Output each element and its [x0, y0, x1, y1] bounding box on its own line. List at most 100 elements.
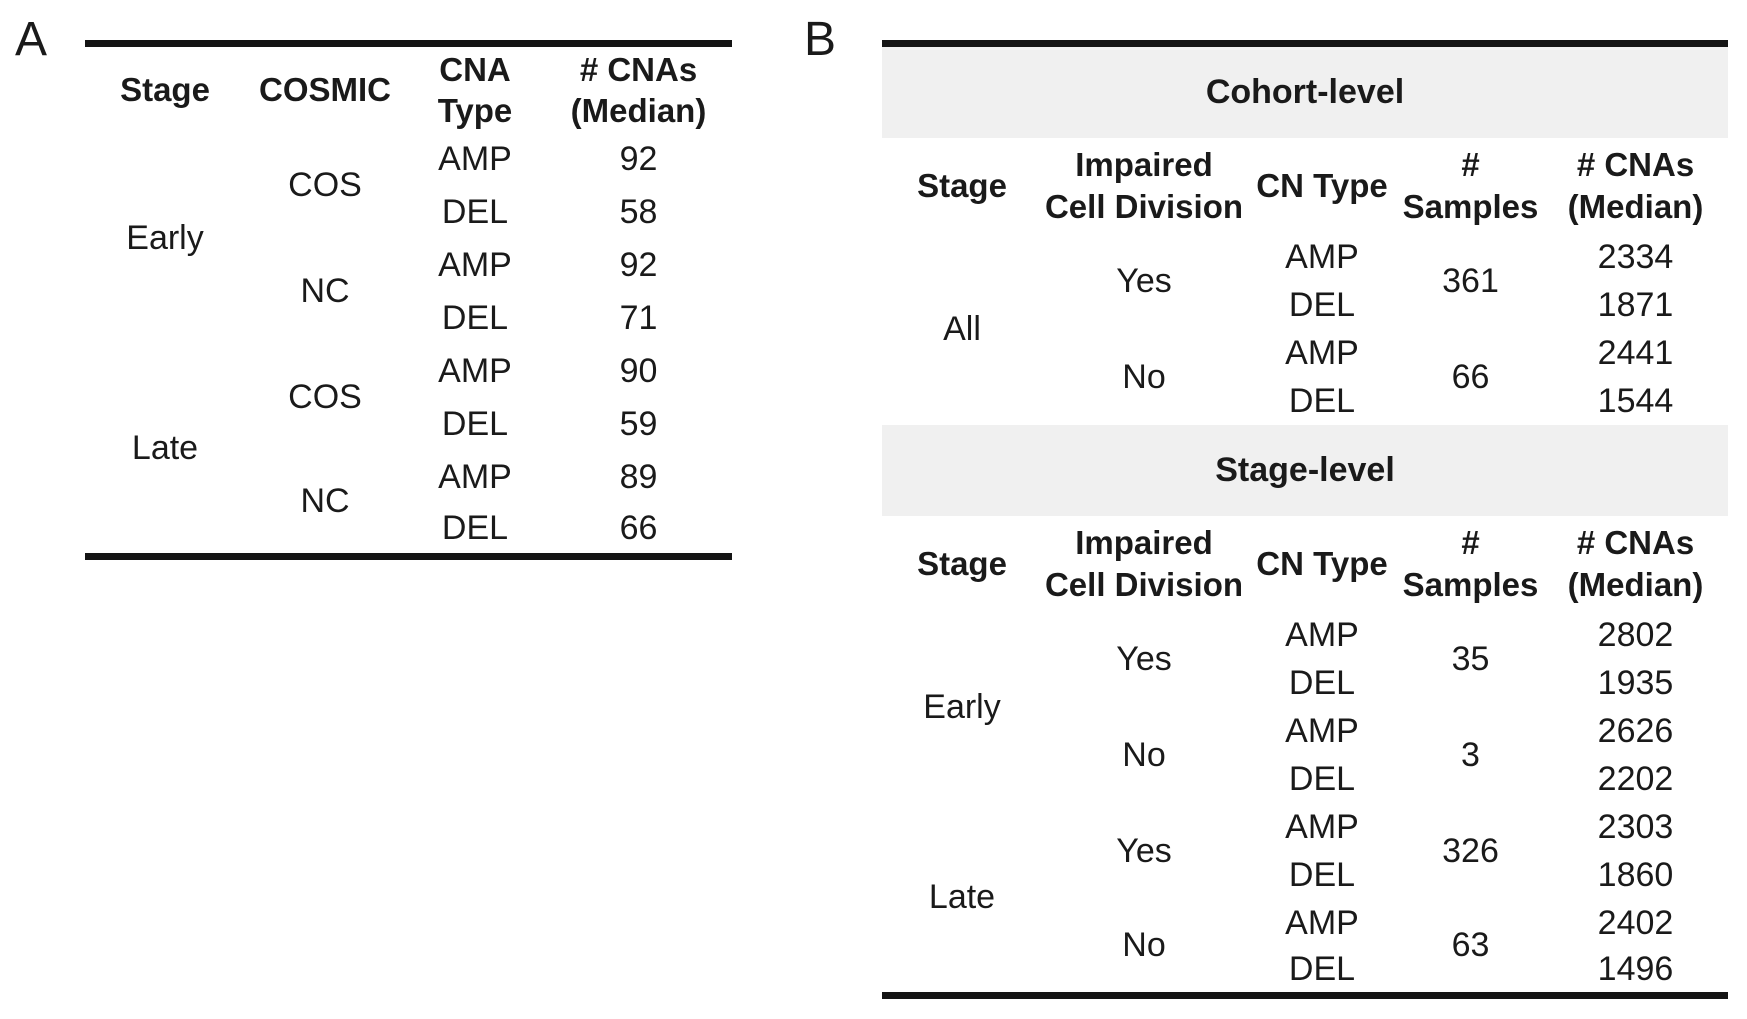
table-row: Late COS AMP 90 — [85, 345, 732, 468]
table-row: DEL 58 — [85, 186, 732, 239]
table-row: DEL 59 — [85, 398, 732, 451]
b-cell-icd: Yes — [1116, 261, 1172, 300]
table-row: NC AMP 89 — [85, 451, 732, 521]
a-cell-cosmic: NC — [300, 272, 350, 310]
table-row: DEL 1496 — [882, 947, 1728, 995]
b-cell-cn-type: DEL — [1288, 663, 1356, 702]
b-col-header-impaired-cell-division: Impaired Cell Division — [1042, 516, 1246, 611]
b-col-header-icd-line1: Impaired — [1075, 524, 1213, 562]
b-col-header-samples: # Samples — [1402, 146, 1539, 225]
a-cell-cna-type: DEL — [441, 192, 509, 231]
table-row: Late Yes AMP 326 2303 — [882, 803, 1728, 916]
b-col-header-cnas-median: # CNAs (Median) — [1543, 138, 1728, 233]
b-cell-stage: Early — [923, 687, 1001, 726]
table-row: DEL 66 — [85, 504, 732, 557]
b-col-header-icd-line2: Cell Division — [1044, 187, 1244, 225]
a-cell-cna-type: DEL — [441, 404, 509, 443]
a-cell-stage: Early — [126, 219, 204, 257]
b-cell-cnas-median: 1544 — [1597, 381, 1674, 420]
table-row: Early COS AMP 92 — [85, 133, 732, 258]
table-row: DEL 71 — [85, 292, 732, 345]
table-row: NC AMP 92 — [85, 239, 732, 311]
a-cell-cna-type: DEL — [441, 298, 509, 337]
table-row: All Yes AMP 361 2334 — [882, 233, 1728, 348]
b-cell-samples: 361 — [1442, 261, 1499, 300]
b-cell-cnas-median: 2626 — [1597, 711, 1674, 750]
b-cell-cn-type: AMP — [1285, 615, 1359, 654]
b-cell-cn-type: AMP — [1285, 711, 1359, 750]
b-cell-cn-type: AMP — [1285, 237, 1359, 276]
a-col-header-cna-type: CNA Type — [437, 50, 513, 129]
a-cell-cna-type: AMP — [438, 245, 512, 284]
section-band-cohort: Cohort-level — [882, 43, 1728, 138]
a-col-header-stage: Stage — [120, 71, 210, 109]
b-cell-cn-type: DEL — [1288, 855, 1356, 894]
table-row: DEL 1860 — [882, 851, 1728, 899]
table-row: No AMP 66 2441 — [882, 329, 1728, 396]
a-cell-cosmic: COS — [288, 166, 362, 204]
b-cell-cn-type: DEL — [1288, 759, 1356, 798]
a-cell-cna-type: DEL — [441, 508, 509, 547]
b-cell-cn-type: DEL — [1288, 285, 1356, 324]
b-cell-samples: 63 — [1451, 925, 1490, 964]
b-cell-cnas-median: 2303 — [1597, 807, 1674, 846]
b-cell-icd: No — [1122, 357, 1166, 396]
table-row: DEL 1935 — [882, 659, 1728, 707]
b-col-header-cnas-line1: # CNAs — [1576, 146, 1695, 184]
panel-b-label: B — [804, 13, 837, 66]
b-cell-cn-type: AMP — [1285, 903, 1359, 942]
table-a: Stage COSMIC CNA Type # CNAs (Median) Ea… — [85, 40, 732, 560]
a-cell-cnas-median: 90 — [619, 351, 658, 390]
section-band-stage: Stage-level — [882, 425, 1728, 516]
b-cell-cnas-median: 1496 — [1597, 949, 1674, 988]
a-cell-cnas-median: 92 — [619, 245, 658, 284]
b-col-header-cn-type: CN Type — [1256, 166, 1388, 204]
b-cell-cnas-median: 1860 — [1597, 855, 1674, 894]
a-col-header-cosmic: COSMIC — [259, 71, 391, 109]
a-cell-cnas-median: 66 — [619, 508, 658, 547]
b-cell-samples: 35 — [1451, 639, 1490, 678]
a-cell-cosmic: COS — [288, 378, 362, 416]
b-cell-stage: All — [943, 309, 981, 348]
b-cell-stage: Late — [928, 877, 996, 916]
b-cell-icd: Yes — [1116, 831, 1172, 870]
b-col-header-stage: Stage — [917, 166, 1007, 204]
b-cell-icd: Yes — [1116, 639, 1172, 678]
table-row: DEL 1871 — [882, 281, 1728, 329]
section-title-stage: Stage-level — [882, 425, 1728, 516]
b-cell-icd: No — [1122, 925, 1166, 964]
a-cell-cna-type: AMP — [438, 139, 512, 178]
a-col-header-cnas-median: # CNAs (Median) — [545, 44, 732, 133]
b-cell-cnas-median: 2441 — [1597, 333, 1674, 372]
table-b-header-row: Stage Impaired Cell Division CN Type # S… — [882, 516, 1728, 611]
b-cell-samples: 326 — [1442, 831, 1499, 870]
b-col-header-cnas-line2: (Median) — [1567, 187, 1704, 225]
b-col-header-cn-type: CN Type — [1256, 544, 1388, 582]
section-title-cohort: Cohort-level — [882, 43, 1728, 138]
b-cell-samples: 66 — [1451, 357, 1490, 396]
b-col-header-cnas-line1: # CNAs — [1576, 524, 1695, 562]
b-col-header-cnas-line2: (Median) — [1567, 565, 1704, 603]
b-col-header-impaired-cell-division: Impaired Cell Division — [1042, 138, 1246, 233]
table-a-header-row: Stage COSMIC CNA Type # CNAs (Median) — [85, 44, 732, 133]
a-cell-cnas-median: 92 — [619, 139, 658, 178]
a-cell-cnas-median: 71 — [619, 298, 658, 337]
a-cell-stage: Late — [131, 429, 199, 468]
table-row: No AMP 63 2402 — [882, 899, 1728, 964]
table-b: Cohort-level Stage Impaired Cell Divisio… — [882, 40, 1728, 999]
table-row: Early Yes AMP 35 2802 — [882, 611, 1728, 726]
table-b-header-row: Stage Impaired Cell Division CN Type # S… — [882, 138, 1728, 233]
a-cell-cna-type: AMP — [438, 351, 512, 390]
b-cell-cnas-median: 2334 — [1597, 237, 1674, 276]
table-row: No AMP 3 2626 — [882, 707, 1728, 774]
b-cell-cn-type: AMP — [1285, 333, 1359, 372]
panel-a-label: A — [15, 13, 48, 66]
b-cell-samples: 3 — [1461, 735, 1480, 774]
a-col-header-cnas-line2: (Median) — [570, 91, 707, 129]
b-cell-cnas-median: 1935 — [1597, 663, 1674, 702]
b-col-header-stage: Stage — [917, 544, 1007, 582]
table-row: DEL 1544 — [882, 377, 1728, 425]
a-col-header-cnas-line1: # CNAs — [579, 50, 698, 88]
b-cell-icd: No — [1122, 735, 1166, 774]
